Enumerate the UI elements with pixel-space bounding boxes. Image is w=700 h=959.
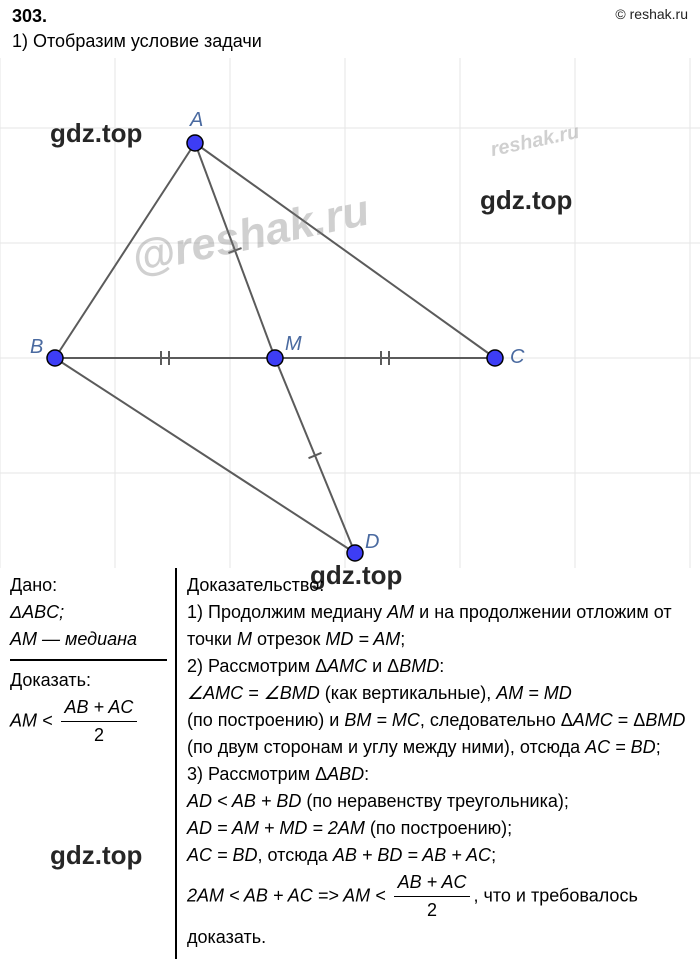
header-row: 303. © reshak.ru	[0, 0, 700, 29]
given-prove-divider	[10, 659, 167, 661]
given-line-2: AM — медиана	[10, 626, 167, 653]
svg-text:M: M	[285, 333, 302, 355]
step-1-title: 1) Отобразим условие задачи	[0, 29, 700, 58]
proof-column: Доказательство: 1) Продолжим медиану AM …	[175, 568, 700, 959]
geometry-diagram: A B M C D	[0, 58, 700, 568]
proof-step-3: 3) Рассмотрим ΔABD: AD < AB + BD (по нер…	[187, 761, 690, 869]
proof-title: Доказательство:	[187, 572, 690, 599]
svg-text:D: D	[365, 531, 379, 553]
site-attribution: © reshak.ru	[615, 6, 688, 27]
proof-step-1: 1) Продолжим медиану AM и на продолжении…	[187, 599, 690, 653]
given-title: Дано:	[10, 572, 167, 599]
svg-text:C: C	[510, 346, 525, 368]
proof-step-4: 2AM < AB + AC => AM < AB + AC2, что и тр…	[187, 869, 690, 951]
prove-inequality: AM < AB + AC2	[10, 694, 167, 749]
svg-text:A: A	[189, 109, 203, 131]
proof-step-2: 2) Рассмотрим ΔAMC и ΔBMD: ∠AMC = ∠BMD (…	[187, 653, 690, 761]
prove-title: Доказать:	[10, 667, 167, 694]
proof-table: Дано: ΔABC; AM — медиана Доказать: AM < …	[0, 568, 700, 959]
given-column: Дано: ΔABC; AM — медиана Доказать: AM < …	[0, 568, 175, 959]
svg-text:B: B	[30, 336, 43, 358]
given-line-1: ΔABC;	[10, 599, 167, 626]
diagram-svg: A B M C D	[0, 58, 700, 568]
problem-number: 303.	[12, 6, 47, 27]
page: 303. © reshak.ru 1) Отобразим условие за…	[0, 0, 700, 959]
